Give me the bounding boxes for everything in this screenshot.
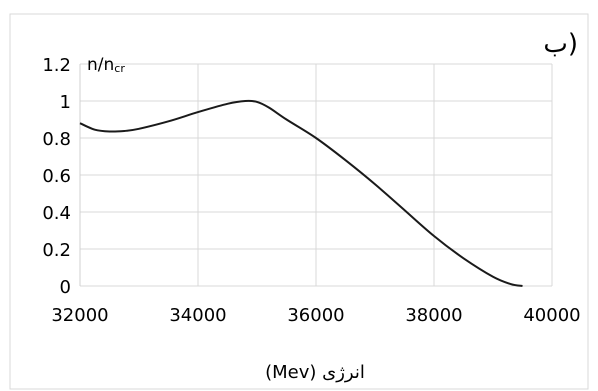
series-line-0 [79,99,523,287]
y-axis-label: n/ncr [87,55,125,75]
y-tick-label: 1 [60,92,71,113]
x-tick-label: 38000 [405,305,462,326]
series-layer [79,99,523,287]
panel-label: ب) [543,29,578,59]
y-tick-label: 0.8 [42,129,71,150]
y-tick-label: 0.2 [42,240,71,261]
x-tick-label: 40000 [523,305,580,326]
y-tick-label: 1.2 [42,55,71,76]
x-tick-label: 34000 [169,305,226,326]
grid-lines [79,63,553,287]
x-axis-label: انرژی (Mev) [265,362,365,383]
y-tick-label: 0.6 [42,166,71,187]
x-tick-labels: 32000 34000 36000 38000 40000 [51,305,580,326]
y-axis-label-main: n/n [87,55,114,75]
y-tick-labels: 0 0.2 0.4 0.6 0.8 1 1.2 [42,55,71,298]
x-tick-label: 36000 [287,305,344,326]
y-axis-label-sub: cr [114,62,125,75]
chart-border [9,13,589,390]
y-tick-label: 0.4 [42,203,71,224]
x-tick-label: 32000 [51,305,108,326]
y-tick-label: 0 [60,277,71,298]
